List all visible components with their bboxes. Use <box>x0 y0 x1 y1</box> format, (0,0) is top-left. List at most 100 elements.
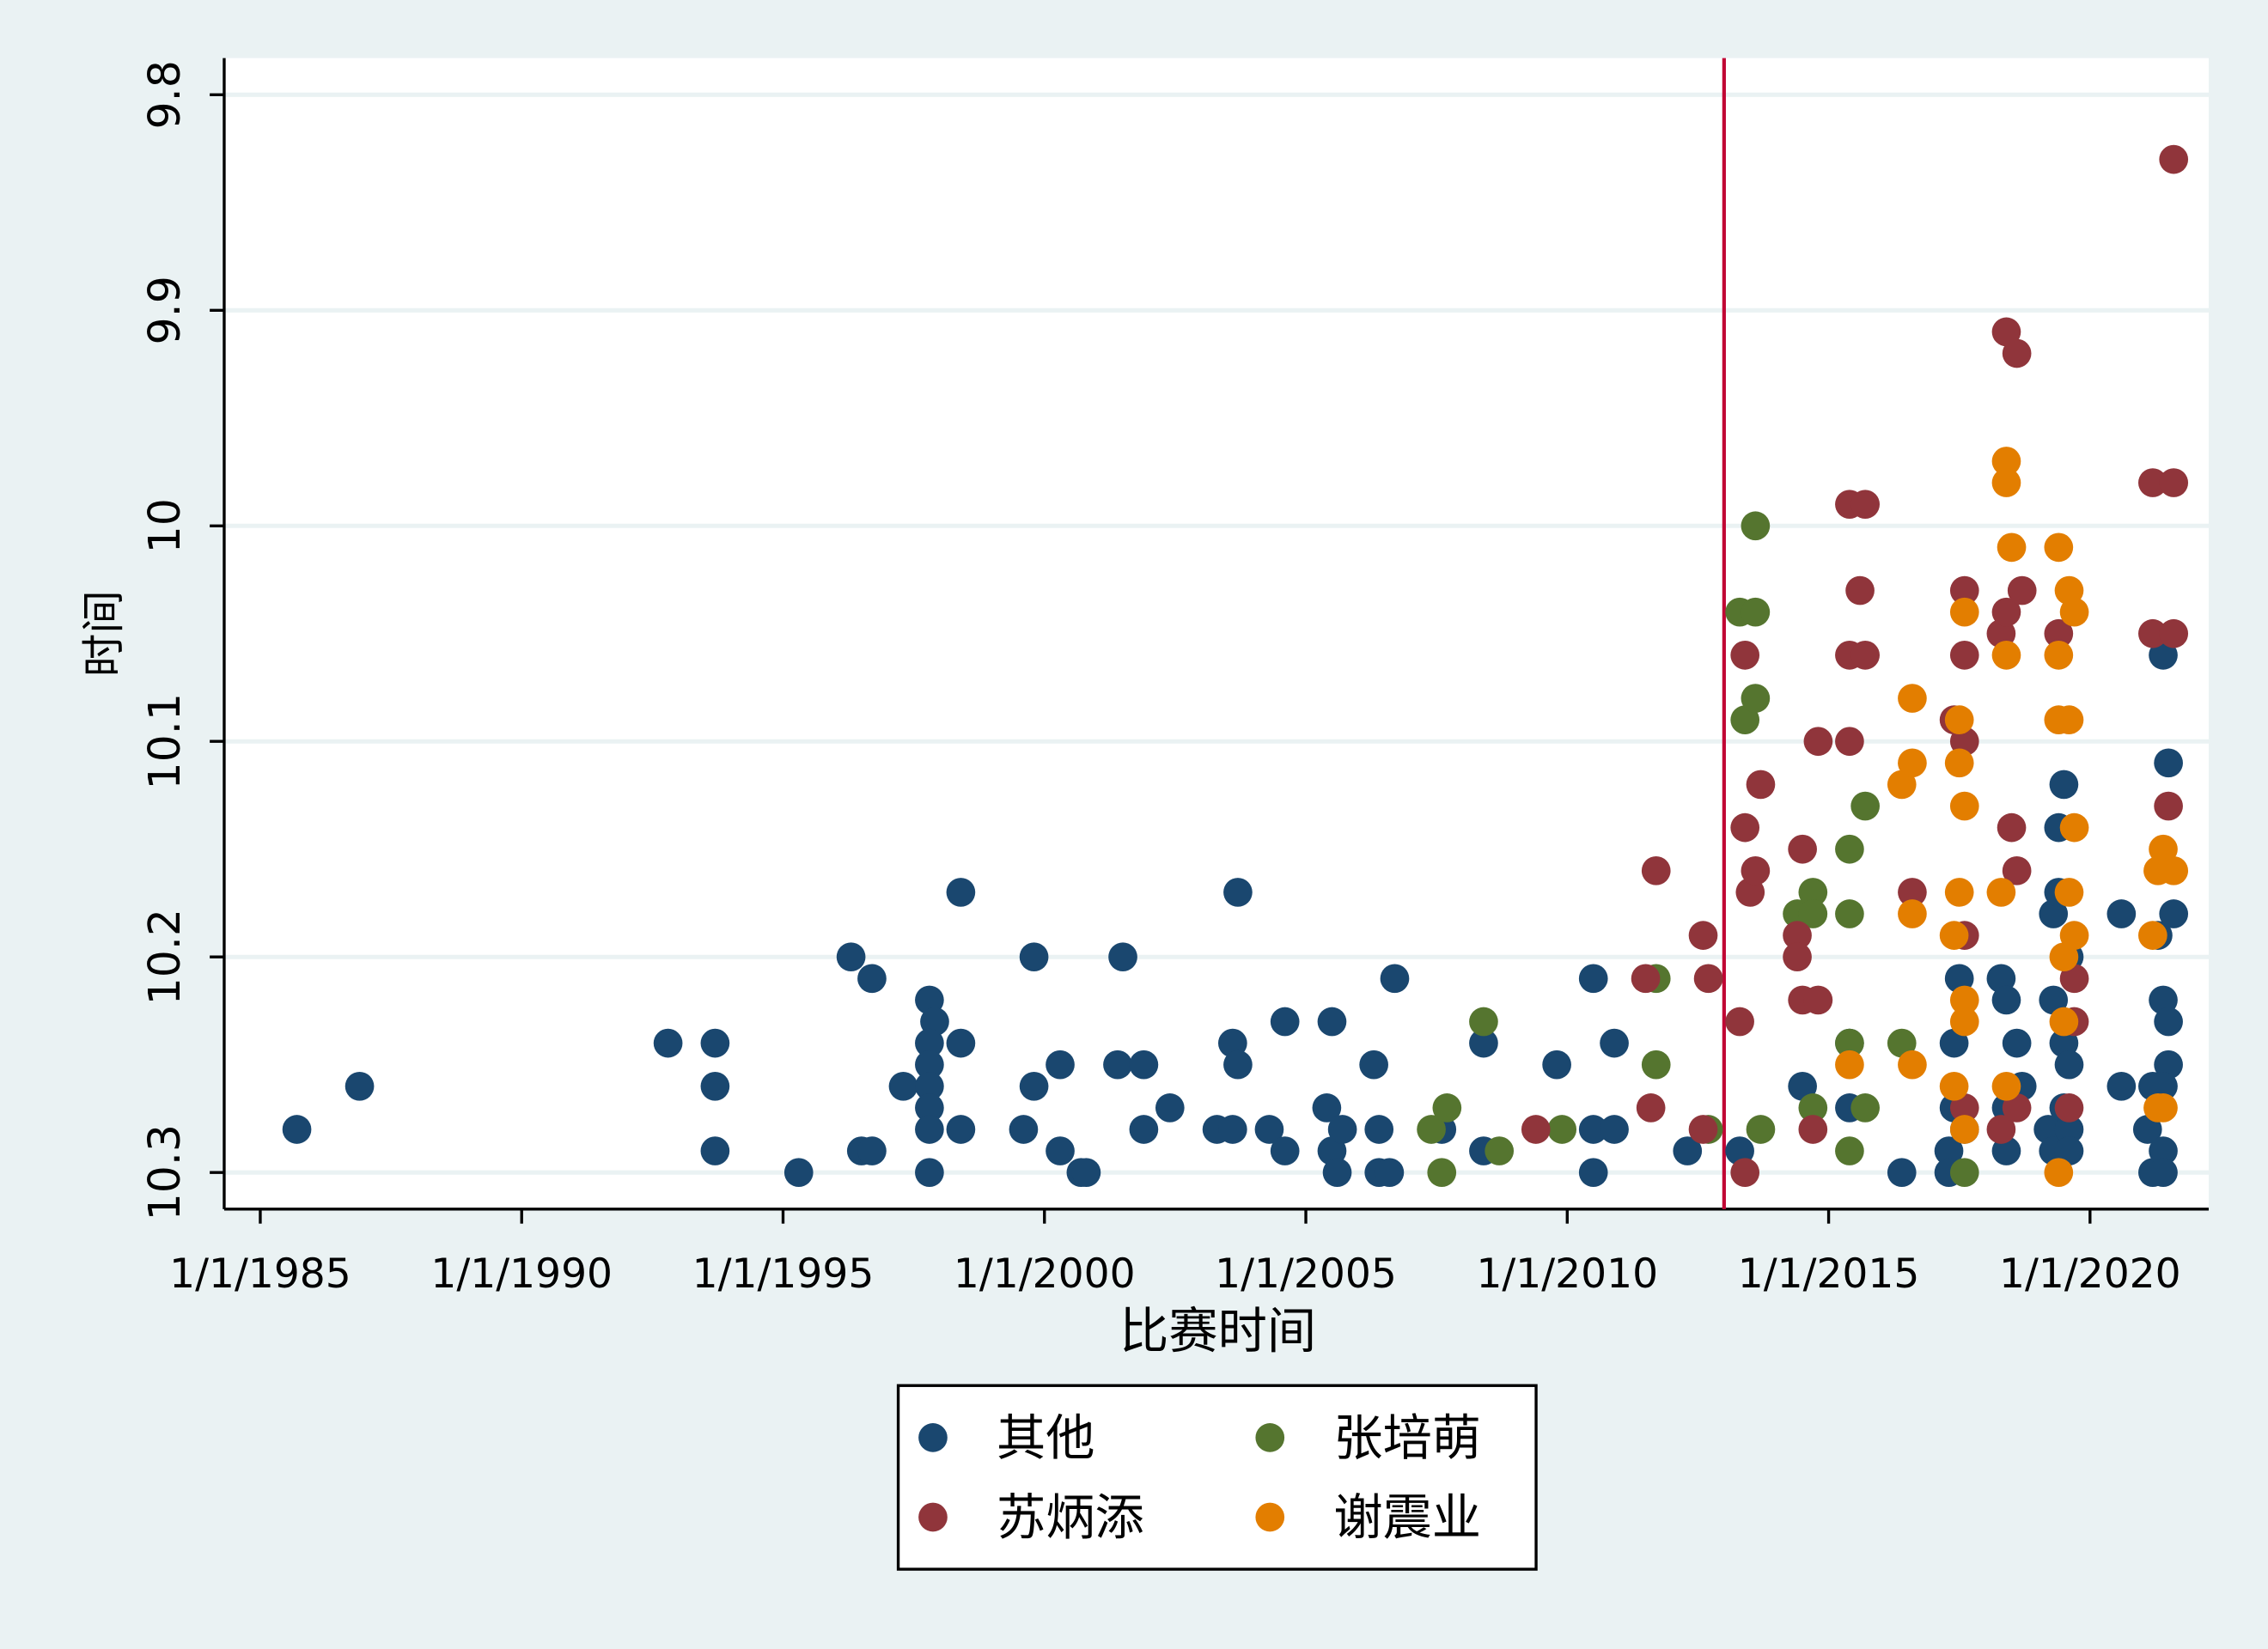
data-point <box>1850 791 1880 821</box>
data-point <box>1730 812 1760 843</box>
data-point <box>1046 1050 1075 1080</box>
data-point <box>2054 705 2084 734</box>
data-point <box>1673 1136 1703 1165</box>
data-point <box>1845 575 1875 605</box>
data-point <box>1887 1158 1917 1188</box>
data-point <box>1944 878 1974 907</box>
data-point <box>2039 985 2069 1015</box>
data-point <box>1129 1115 1159 1144</box>
data-point <box>1898 748 1927 778</box>
data-point <box>915 1028 944 1058</box>
data-point <box>1730 641 1760 670</box>
data-point <box>1725 1136 1754 1165</box>
data-point <box>2138 468 2167 497</box>
data-point <box>1798 899 1828 928</box>
data-point <box>1798 1115 1828 1144</box>
data-point <box>1798 878 1828 907</box>
y-tick-label: 9.9 <box>139 276 190 344</box>
data-point <box>1469 1007 1498 1037</box>
data-point <box>1788 834 1817 864</box>
legend-label: 其他 <box>997 1410 1094 1467</box>
data-point <box>1071 1158 1101 1188</box>
data-point <box>1217 1115 1247 1144</box>
data-point <box>1108 942 1137 972</box>
x-axis-title: 比赛时间 <box>1119 1303 1316 1360</box>
data-point <box>1019 942 1049 972</box>
data-point <box>1317 1007 1347 1037</box>
data-point <box>1898 684 1927 713</box>
x-tick-label: 1/1/2015 <box>1738 1250 1920 1298</box>
data-point <box>2002 338 2032 368</box>
data-point <box>1317 1136 1347 1165</box>
data-point <box>1835 1028 1864 1058</box>
legend-box <box>896 1384 1538 1571</box>
data-point <box>1641 855 1671 885</box>
data-point <box>1986 1115 2016 1144</box>
data-point <box>282 1115 312 1144</box>
data-point <box>1155 1093 1185 1123</box>
data-point <box>1949 1007 1979 1037</box>
data-point <box>1949 575 1979 605</box>
data-point <box>700 1028 730 1058</box>
data-point <box>1019 1071 1049 1101</box>
data-point <box>1835 727 1864 757</box>
data-point <box>1949 1115 1979 1144</box>
data-point <box>1783 942 1812 972</box>
data-point <box>1103 1050 1132 1080</box>
y-tick-label: 10.3 <box>139 1124 190 1220</box>
data-point <box>1803 985 1833 1015</box>
data-point <box>1129 1050 1159 1080</box>
data-point <box>1217 1028 1247 1058</box>
data-point <box>1835 1050 1864 1080</box>
data-point <box>1997 812 2027 843</box>
data-point <box>700 1136 730 1165</box>
data-point <box>783 1158 814 1188</box>
data-point <box>1991 317 2021 347</box>
data-point <box>2054 1093 2084 1123</box>
data-point <box>1641 1050 1671 1080</box>
data-point <box>1991 641 2021 670</box>
data-point <box>2059 597 2089 627</box>
data-point <box>1783 921 1812 950</box>
data-point <box>2049 1028 2079 1058</box>
data-point <box>2149 641 2178 670</box>
data-point <box>2002 1028 2032 1058</box>
data-point <box>1991 447 2021 476</box>
data-point <box>1730 1158 1760 1188</box>
data-point <box>1898 899 1927 928</box>
data-point <box>2138 618 2167 648</box>
data-point <box>1788 1071 1817 1101</box>
data-point <box>1322 1158 1352 1188</box>
data-point <box>1725 1007 1754 1037</box>
data-point <box>836 942 866 972</box>
data-point <box>1850 641 1880 670</box>
data-point <box>2059 964 2089 994</box>
data-point <box>1835 834 1864 864</box>
data-point <box>2154 748 2183 778</box>
y-tick-label: 10.1 <box>139 693 190 789</box>
data-point <box>1631 964 1661 994</box>
data-point <box>2044 618 2074 648</box>
data-point <box>2044 532 2074 563</box>
data-point <box>2149 1071 2178 1101</box>
data-point <box>2002 855 2032 885</box>
data-point <box>1380 964 1410 994</box>
data-point <box>1991 1136 2021 1165</box>
data-point <box>857 964 887 994</box>
x-tick-label: 1/1/1990 <box>430 1250 613 1298</box>
data-point <box>1521 1115 1551 1144</box>
data-point <box>2007 575 2037 605</box>
data-point <box>1949 597 1979 627</box>
data-point <box>915 1093 944 1123</box>
data-point <box>1997 532 2027 563</box>
data-point <box>1636 1093 1666 1123</box>
data-point <box>2002 1093 2032 1123</box>
data-point <box>344 1071 375 1101</box>
legend-label: 苏炳添 <box>997 1490 1144 1547</box>
data-point <box>1432 1093 1462 1123</box>
data-point <box>1944 964 1974 994</box>
data-point <box>946 1028 976 1058</box>
data-point <box>2044 641 2074 670</box>
data-point <box>2154 791 2183 821</box>
